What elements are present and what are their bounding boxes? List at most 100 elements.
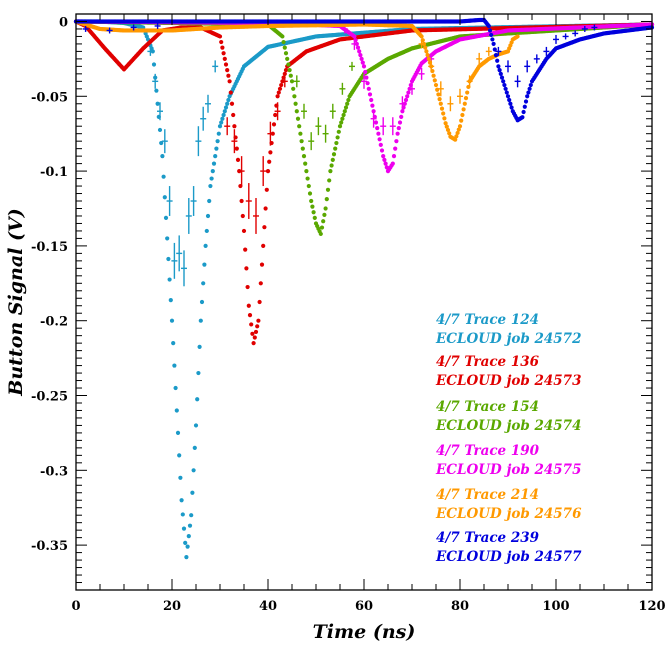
sim-point [241, 228, 247, 234]
x-tick-label: 80 [451, 599, 469, 614]
x-tick-label: 40 [259, 599, 277, 614]
sim-point [276, 90, 281, 95]
sim-point [330, 157, 335, 162]
sim-point [523, 99, 529, 104]
sim-point [292, 94, 297, 99]
sim-point [365, 81, 370, 86]
sim-point [205, 213, 211, 219]
sim-point [264, 187, 269, 192]
legend-entry-6-line-1: 4/7 Trace 239 [436, 530, 540, 546]
sim-point [503, 86, 508, 91]
sim-point [271, 122, 277, 127]
sim-point [403, 97, 409, 103]
sim-point [213, 154, 218, 159]
sim-point [222, 109, 227, 114]
sim-point [318, 231, 323, 237]
sim-point [178, 475, 183, 480]
sim-point [252, 335, 257, 340]
y-tick-label: -0.3 [40, 464, 68, 479]
sim-point [509, 105, 514, 110]
sim-point [357, 49, 362, 54]
sim-point [443, 121, 448, 126]
sim-point [331, 152, 337, 157]
sim-point [225, 68, 230, 73]
sim-point [161, 174, 166, 179]
sim-point [211, 161, 217, 166]
sim-point [382, 157, 387, 162]
sim-point [160, 154, 165, 159]
x-tick-label: 120 [638, 599, 665, 614]
y-tick-label: -0.1 [40, 165, 68, 180]
sim-point [336, 129, 341, 134]
sim-point [226, 73, 231, 78]
sim-point [258, 281, 263, 286]
y-axis-title: Button Signal (V) [5, 208, 27, 396]
sim-point [285, 56, 290, 61]
sim-point [239, 198, 244, 204]
sim-point [455, 130, 460, 136]
sim-point [217, 124, 223, 129]
sim-point [393, 146, 398, 151]
sim-point [521, 109, 526, 115]
sim-point [323, 206, 328, 211]
sim-point [310, 204, 315, 209]
sim-point [333, 146, 338, 151]
sim-point [263, 206, 268, 211]
sim-point [280, 34, 285, 39]
sim-point [215, 139, 220, 144]
sim-point [394, 139, 399, 144]
sim-point [497, 68, 502, 73]
sim-point [281, 39, 286, 45]
sim-point [283, 51, 289, 56]
sim-point [441, 111, 446, 116]
sim-point [495, 58, 500, 63]
sim-point [228, 90, 233, 95]
sim-point [282, 45, 287, 50]
sim-point [181, 526, 187, 531]
sim-point [527, 86, 532, 91]
x-tick-label: 0 [71, 599, 80, 614]
sim-point [498, 71, 503, 76]
sim-point [243, 247, 248, 252]
legend-entry-4-line-1: 4/7 Trace 190 [436, 443, 540, 459]
sim-point [504, 90, 509, 95]
sim-point [487, 28, 493, 33]
sim-point [424, 49, 429, 54]
sim-point [165, 236, 170, 241]
sim-point [265, 168, 271, 174]
sim-point [312, 215, 317, 220]
sim-point [299, 139, 304, 144]
series-3 [73, 19, 655, 237]
sim-point [396, 125, 401, 131]
sim-point [526, 90, 531, 95]
sim-point [436, 92, 441, 97]
sim-point [273, 112, 278, 118]
sim-point [223, 105, 229, 110]
sim-point [335, 135, 340, 140]
sim-point [223, 62, 229, 67]
sim-point [297, 124, 302, 129]
sim-point [298, 131, 303, 136]
x-tick-label: 60 [355, 599, 373, 614]
sim-point [253, 329, 259, 335]
legend-entry-3-line-1: 4/7 Trace 154 [436, 399, 539, 415]
sim-point [321, 219, 326, 224]
series-6 [73, 17, 655, 123]
legend-entry-5-line-1: 4/7 Trace 214 [436, 487, 539, 503]
sim-point [340, 116, 345, 121]
sim-point [197, 344, 202, 349]
sim-point [277, 86, 283, 91]
sim-point [496, 64, 501, 69]
x-tick-label: 20 [163, 599, 181, 614]
sim-point [447, 131, 452, 136]
sim-point [324, 197, 329, 202]
sim-point [189, 513, 194, 518]
sim-point [289, 79, 295, 84]
sim-point [199, 299, 205, 305]
sim-point [492, 47, 497, 52]
sim-point [268, 150, 273, 155]
sim-point [166, 256, 171, 262]
legend-entry-6-line-2: ECLOUD job 24577 [435, 549, 582, 565]
